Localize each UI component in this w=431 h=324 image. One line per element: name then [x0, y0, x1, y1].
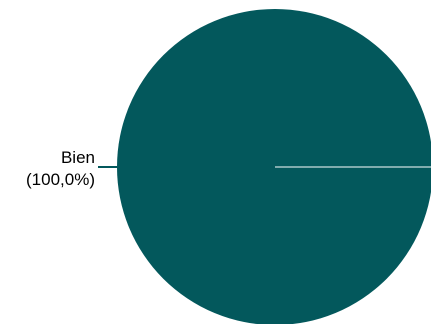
pie-slice-bien [117, 9, 431, 324]
slice-label-name: Bien [61, 148, 95, 167]
slice-label-percent: (100,0%) [26, 170, 95, 189]
pie-slices [117, 9, 431, 324]
